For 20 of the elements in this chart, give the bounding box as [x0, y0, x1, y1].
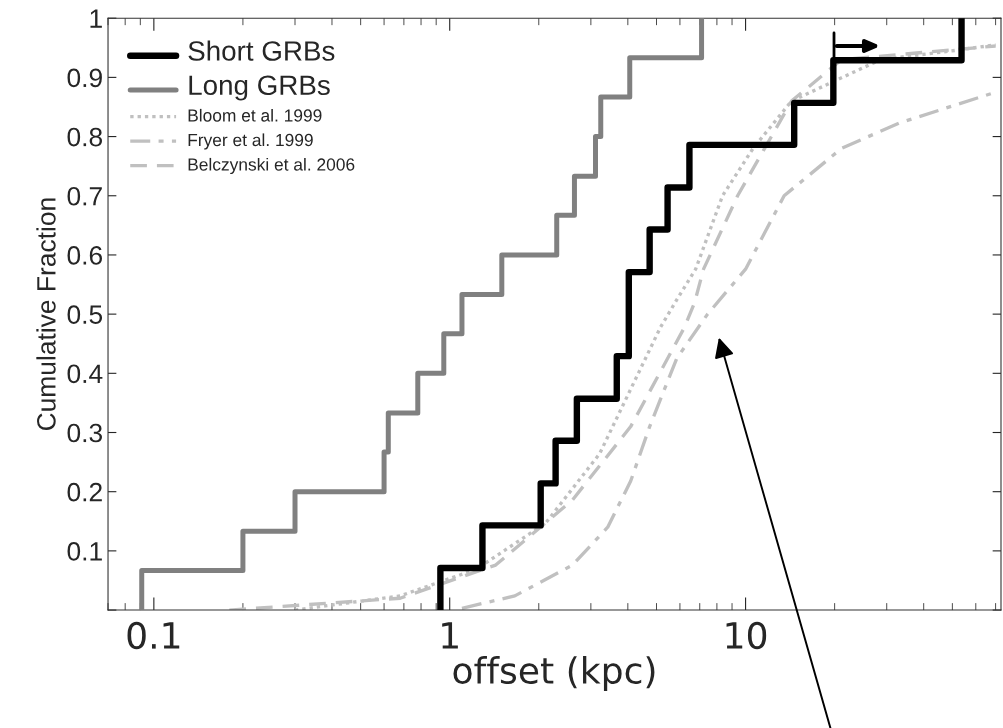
y-tick-label: 0.5 [67, 305, 103, 324]
y-tick-label: 0.8 [67, 127, 103, 147]
x-tick-label: 1 [442, 622, 458, 649]
y-tick-label: 0.3 [67, 423, 103, 443]
legend-label: Fryer et al. 1999 [188, 133, 313, 150]
y-tick-label: 0.2 [67, 482, 102, 502]
y-tick-label: 0.6 [67, 246, 103, 265]
legend-label: Long GRBs [189, 75, 330, 101]
y-tick-label: 0.4 [67, 364, 103, 384]
y-tick-label: 1 [90, 9, 102, 28]
y-tick-label: 0.1 [67, 542, 102, 561]
legend-label: Bloom et al. 1999 [188, 108, 322, 122]
x-tick-label: 0.1 [127, 621, 180, 650]
y-axis-title: Cumulative Fraction [36, 198, 56, 431]
y-tick-label: 0.7 [67, 186, 102, 206]
y-tick-label: 0.9 [67, 68, 102, 88]
x-tick-label: 10 [726, 621, 767, 650]
x-axis-title: offset (kpc) [453, 656, 655, 692]
legend-label: Short GRBs [188, 40, 335, 61]
legend-label: Belczynski et al. 2006 [188, 157, 355, 175]
